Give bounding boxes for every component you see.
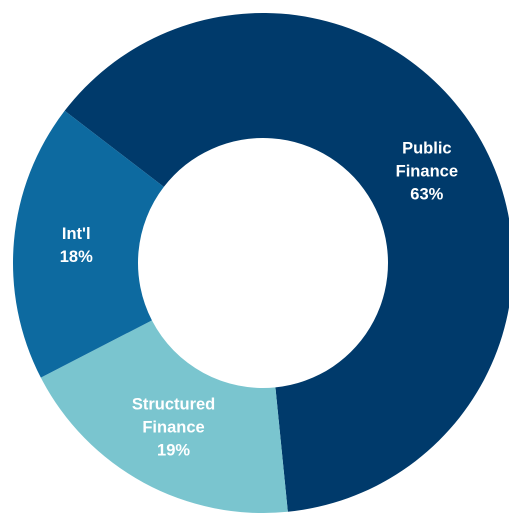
slice-int-l xyxy=(13,110,164,378)
slice-structured-finance xyxy=(40,320,288,513)
slice-public-finance xyxy=(64,13,509,512)
slice-label-public-finance: Public Finance 63% xyxy=(395,139,459,204)
slice-label-structured-finance: Structured Finance 19% xyxy=(131,395,216,460)
slice-label-int-l: Int'l 18% xyxy=(59,225,93,267)
